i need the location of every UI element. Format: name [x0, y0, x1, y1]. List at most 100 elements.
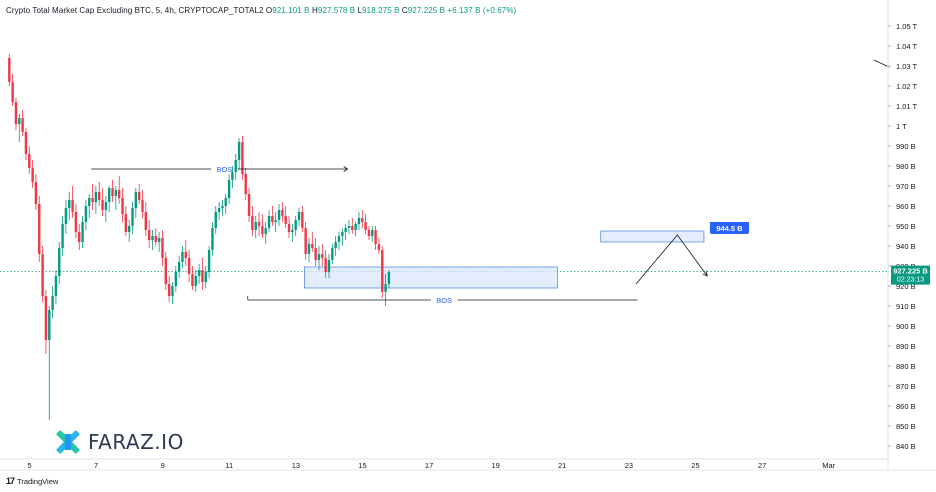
- candle-body: [58, 248, 61, 276]
- candle-body: [294, 220, 297, 230]
- candle-body: [137, 192, 141, 200]
- candle-body: [18, 118, 21, 124]
- brand-label: TradingView: [17, 476, 59, 486]
- y-tick-label: 840 B: [896, 442, 916, 451]
- x-tick-label: 15: [358, 461, 366, 470]
- target-label: 944.5 B: [716, 224, 743, 233]
- target-tag: [709, 222, 749, 234]
- candle-body: [51, 296, 54, 310]
- candle-body: [251, 216, 254, 230]
- close-value: 927.225 B: [407, 6, 446, 15]
- candle-body: [317, 254, 321, 260]
- candle-body: [74, 212, 78, 232]
- candle-body: [371, 230, 374, 236]
- candle-body: [8, 58, 11, 82]
- candle-body: [261, 226, 264, 234]
- candle-body: [334, 242, 337, 248]
- price-tag: [891, 265, 930, 285]
- y-tick-label: 1.03 T: [896, 62, 918, 71]
- countdown-value: 02:23:13: [897, 277, 924, 284]
- tradingview-logo-icon[interactable]: 17: [6, 476, 15, 486]
- candle-body: [244, 174, 247, 194]
- candle-body: [11, 82, 14, 102]
- candle-body: [14, 102, 18, 124]
- candle-body: [61, 224, 64, 248]
- y-tick-label: 880 B: [896, 362, 916, 371]
- faraz-logo-icon: [56, 430, 80, 454]
- candle-body: [104, 202, 108, 210]
- candle-body: [167, 284, 171, 296]
- candle-body: [101, 200, 104, 210]
- candle-body: [234, 160, 237, 172]
- x-tick-label: 27: [758, 461, 766, 470]
- candle-body: [271, 216, 274, 222]
- candle-body: [277, 210, 281, 220]
- candle-body: [384, 284, 387, 292]
- candle-body: [141, 200, 144, 212]
- candle-body: [357, 218, 361, 224]
- x-tick-label: 19: [492, 461, 500, 470]
- candle-body: [131, 208, 134, 226]
- annotations: BOS BOS 944.5 B: [91, 59, 890, 305]
- candle-body: [124, 214, 128, 232]
- y-tick-label: 870 B: [896, 382, 916, 391]
- demand-zone: [304, 266, 558, 289]
- x-tick-label: 21: [558, 461, 566, 470]
- candle-body: [151, 236, 154, 240]
- candle-body: [351, 226, 354, 230]
- candle-body: [127, 226, 131, 232]
- x-tick-label: Mar: [822, 461, 835, 470]
- candle-body: [211, 228, 214, 250]
- candle-body: [38, 204, 41, 254]
- candle-body: [274, 220, 277, 222]
- candle-body: [297, 212, 301, 220]
- y-tick-label: 940 B: [896, 242, 916, 251]
- candle-body: [44, 296, 48, 340]
- candle-body: [24, 132, 28, 154]
- candle-body: [217, 208, 221, 212]
- candles: [8, 54, 391, 420]
- candle-body: [284, 216, 287, 224]
- x-tick-label: 13: [292, 461, 300, 470]
- symbol-title[interactable]: Crypto Total Market Cap Excluding BTC, 5…: [6, 6, 264, 15]
- candle-body: [267, 216, 271, 228]
- candle-body: [64, 208, 68, 224]
- candle-body: [321, 254, 324, 258]
- price-tag-value: 927.225 B: [893, 267, 928, 276]
- y-tick-label: 850 B: [896, 422, 916, 431]
- watermark-text: FARAZ.IO: [88, 430, 184, 454]
- y-tick-label: 1 T: [896, 122, 907, 131]
- candle-body: [91, 198, 94, 202]
- candle-body: [71, 200, 74, 212]
- candle-body: [324, 258, 327, 272]
- y-tick-label: 970 B: [896, 182, 916, 191]
- candle-body: [311, 244, 314, 248]
- candle-body: [181, 252, 184, 262]
- candle-body: [184, 252, 187, 258]
- projection-path: [635, 234, 708, 285]
- supply-zone: [600, 230, 705, 243]
- candle-body: [28, 154, 31, 168]
- candle-body: [224, 198, 227, 206]
- candle-body: [207, 250, 211, 272]
- y-tick-label: 1.05 T: [896, 22, 918, 31]
- candle-body: [191, 274, 194, 286]
- candle-body: [331, 248, 334, 260]
- candle-body: [117, 190, 121, 198]
- projection-arrow-head: [702, 270, 708, 277]
- x-tick-label: 5: [27, 461, 31, 470]
- x-tick-label: 11: [225, 461, 233, 470]
- candle-body: [214, 212, 217, 228]
- candle-body: [204, 272, 207, 282]
- candle-body: [367, 230, 371, 236]
- candle-body: [147, 230, 151, 240]
- candle-body: [231, 172, 234, 180]
- candle-body: [98, 192, 101, 200]
- candle-body: [337, 236, 341, 242]
- candle-body: [364, 222, 367, 230]
- candle-body: [108, 188, 111, 202]
- candle-body: [237, 142, 241, 160]
- y-tick-label: 990 B: [896, 142, 916, 151]
- y-tick-label: 1.04 T: [896, 42, 918, 51]
